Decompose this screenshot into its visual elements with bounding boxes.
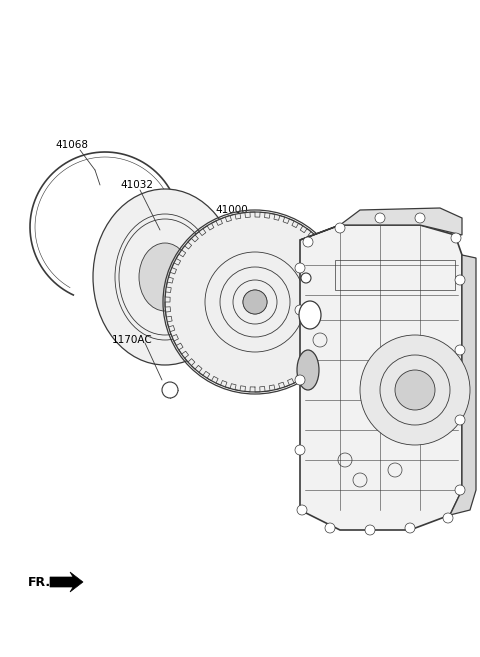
Circle shape [325, 523, 335, 533]
Circle shape [443, 513, 453, 523]
Circle shape [162, 382, 178, 398]
Circle shape [415, 213, 425, 223]
Circle shape [455, 275, 465, 285]
Text: 41428: 41428 [295, 240, 328, 250]
Circle shape [451, 233, 461, 243]
Bar [335, 260, 455, 290]
Polygon shape [450, 255, 476, 515]
Circle shape [360, 335, 470, 445]
Circle shape [455, 415, 465, 425]
Text: 41068: 41068 [55, 140, 88, 150]
Ellipse shape [299, 301, 321, 329]
Ellipse shape [297, 350, 319, 390]
Text: 41000: 41000 [215, 205, 248, 215]
Text: 41430E: 41430E [292, 263, 332, 273]
Ellipse shape [93, 189, 237, 365]
Circle shape [295, 305, 305, 315]
Circle shape [303, 237, 313, 247]
Polygon shape [300, 208, 462, 240]
Circle shape [165, 212, 345, 392]
Circle shape [335, 223, 345, 233]
Text: 41032: 41032 [120, 180, 153, 190]
Ellipse shape [139, 243, 191, 311]
Circle shape [243, 290, 267, 314]
Circle shape [455, 345, 465, 355]
Text: FR.: FR. [28, 576, 51, 589]
Circle shape [405, 523, 415, 533]
Polygon shape [50, 572, 83, 592]
Polygon shape [300, 225, 462, 530]
Circle shape [365, 525, 375, 535]
Circle shape [395, 370, 435, 410]
Text: 1170AC: 1170AC [112, 335, 153, 345]
Circle shape [295, 445, 305, 455]
Circle shape [295, 263, 305, 273]
Circle shape [455, 485, 465, 495]
Circle shape [301, 273, 311, 283]
Text: REF.43-430B: REF.43-430B [363, 217, 428, 227]
Circle shape [375, 213, 385, 223]
Text: 1430JC: 1430JC [240, 313, 277, 323]
Circle shape [297, 505, 307, 515]
Circle shape [295, 375, 305, 385]
